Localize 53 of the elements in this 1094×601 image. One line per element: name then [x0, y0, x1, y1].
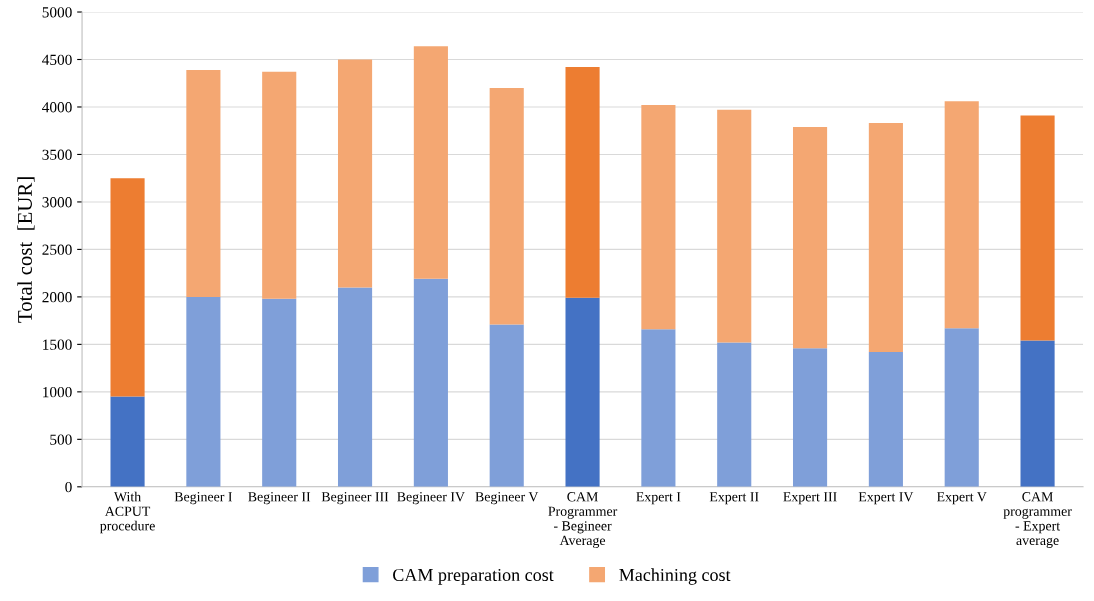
- bar: [641, 105, 676, 330]
- x-tick-label: Expert IV: [858, 492, 914, 505]
- legend-label: CAM preparation cost: [393, 568, 554, 585]
- x-tick-label: Expert I: [636, 492, 681, 505]
- bar: [792, 126, 828, 349]
- bar: [717, 109, 752, 343]
- bar: [262, 71, 297, 299]
- bar: [110, 396, 145, 487]
- bar: [565, 297, 600, 487]
- x-tick-label: Expert II: [709, 492, 759, 505]
- bar: [944, 328, 979, 487]
- bar: [413, 46, 448, 279]
- y-tick-label: 2500: [42, 244, 72, 255]
- bar: [792, 348, 828, 487]
- bar: [868, 351, 903, 487]
- bar: [717, 342, 752, 487]
- bar: [337, 287, 373, 487]
- x-tick-label: With ACPUT procedure: [100, 491, 155, 534]
- bar: [337, 59, 373, 288]
- bar: [1020, 115, 1055, 341]
- x-tick-label: Begineer IV: [397, 492, 465, 505]
- bar: [641, 329, 676, 487]
- x-tick-label: CAM Programmer - Begineer Average: [548, 492, 618, 548]
- x-tick-label: Begineer II: [248, 492, 311, 505]
- x-tick-label: Begineer I: [174, 492, 233, 505]
- y-tick-label: 5000: [42, 7, 72, 18]
- x-tick-label: CAM programmer - Expert average: [1003, 492, 1072, 548]
- y-axis-title: Total cost [EUR]: [17, 177, 35, 323]
- bar: [413, 278, 448, 487]
- y-tick-label: 4500: [42, 54, 72, 65]
- bar: [110, 178, 145, 397]
- bar: [1020, 340, 1055, 487]
- y-tick-label: 0: [65, 481, 72, 493]
- bar: [186, 296, 221, 487]
- y-tick-label: 500: [50, 434, 72, 445]
- y-tick-label: 3500: [42, 149, 72, 160]
- legend-label: Machining cost: [619, 568, 731, 585]
- bar: [489, 324, 524, 487]
- x-tick-label: Begineer III: [321, 492, 389, 505]
- bar: [262, 298, 297, 487]
- x-tick-label: Expert V: [936, 492, 987, 505]
- y-tick-label: 2000: [42, 292, 72, 303]
- bar: [186, 69, 221, 297]
- bar: [944, 101, 979, 329]
- y-tick-label: 4000: [42, 102, 72, 113]
- bar: [565, 67, 600, 298]
- x-tick-label: Begineer V: [475, 492, 539, 505]
- bar: [489, 87, 524, 325]
- y-tick-label: 3000: [42, 197, 72, 208]
- y-tick-label: 1500: [43, 339, 72, 350]
- y-tick-label: 1000: [43, 386, 72, 398]
- x-tick-label: Expert III: [783, 492, 837, 505]
- bar: [868, 123, 903, 352]
